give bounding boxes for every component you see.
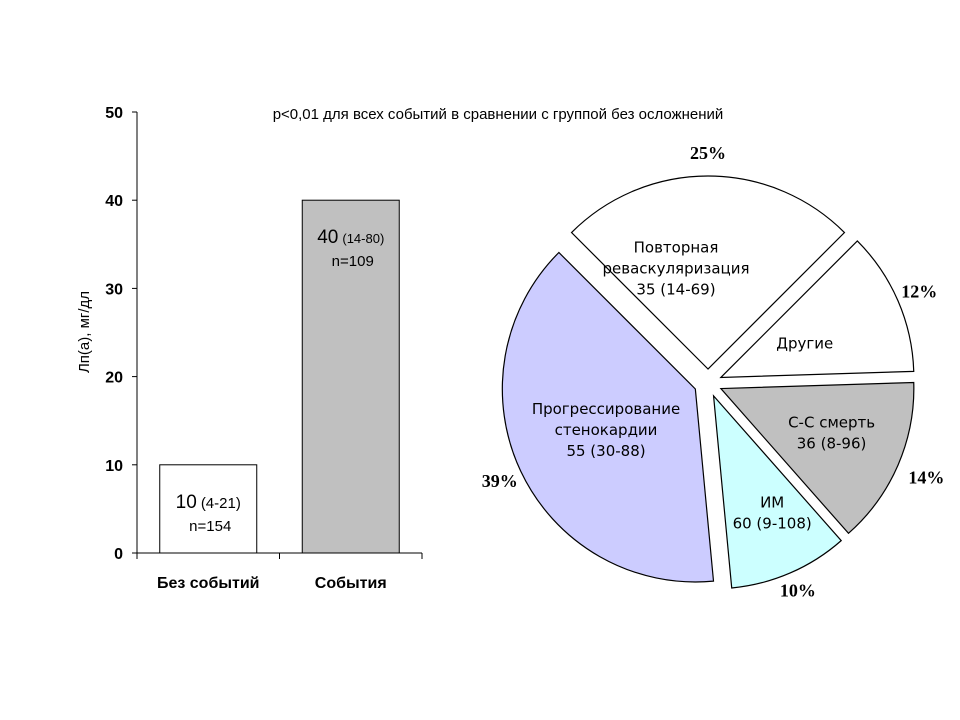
pie-percent-label: 14% bbox=[908, 467, 944, 487]
pie-slice bbox=[501, 251, 715, 583]
pie-slice bbox=[719, 381, 915, 535]
bar-y-tick-label: 40 bbox=[105, 193, 123, 210]
bar-n-label: n=109 bbox=[332, 253, 374, 270]
pie-slice bbox=[719, 240, 915, 379]
pie-percent-label: 39% bbox=[482, 471, 518, 491]
bar bbox=[301, 199, 400, 554]
bar-value-label: 40 (14-80) bbox=[317, 227, 384, 248]
bar-value-label: 10 (4-21) bbox=[176, 492, 241, 513]
bar-value-range: (14-80) bbox=[342, 231, 384, 246]
pie-slice-sublabel: реваскуляризация bbox=[603, 260, 750, 278]
bar-ticks: 0 10 20 30 40 50 bbox=[105, 105, 423, 563]
bar-y-tick-label: 0 bbox=[114, 546, 123, 563]
bar-y-tick-label: 30 bbox=[105, 281, 123, 298]
bar-category-label: Без событий bbox=[157, 575, 260, 592]
bar-n-label: n=154 bbox=[189, 518, 231, 535]
pie-slice-label: Прогрессирование bbox=[532, 400, 680, 418]
bar-category-label: События bbox=[315, 575, 387, 592]
pie-slice-label: ИМ bbox=[760, 493, 784, 511]
pie-slice-sublabel: 60 (9-108) bbox=[733, 514, 812, 532]
pie-chart: Другие 12% С-С смерть 36 (8-96) 14% ИМ 60 (9-1… bbox=[482, 143, 945, 601]
pie-percent-label: 25% bbox=[690, 143, 726, 163]
bar-marks: 10 (4-21) n=154 Без событий 40 (14-80) n=109 Со… bbox=[157, 199, 400, 592]
bar-y-tick-label: 10 bbox=[105, 458, 123, 475]
pie-slice-sublabel: 35 (14-69) bbox=[636, 281, 715, 299]
pie-slice bbox=[712, 394, 843, 589]
pie-percent-label: 12% bbox=[901, 282, 937, 302]
pie-slice-label: Другие bbox=[776, 335, 833, 353]
pie-percent-label: 10% bbox=[780, 581, 816, 601]
significance-note: p<0,01 для всех событий в сравнении с гр… bbox=[273, 106, 724, 123]
pie-slice-sublabel: 36 (8-96) bbox=[797, 435, 867, 453]
pie-slice bbox=[570, 175, 846, 370]
bar-y-axis-label: Лп(а), мг/дл bbox=[76, 291, 93, 373]
bar-value-range: (4-21) bbox=[201, 495, 241, 512]
bar-y-tick-label: 20 bbox=[105, 370, 123, 387]
pie-slice-label: Повторная bbox=[634, 239, 719, 257]
bar-value: 40 bbox=[317, 227, 338, 248]
bar-value: 10 bbox=[176, 492, 197, 513]
pie-slice-sublabel: 55 (30-88) bbox=[566, 442, 645, 460]
pie-slice-label: С-С смерть bbox=[788, 414, 875, 432]
bar bbox=[159, 464, 258, 554]
pie-slice-sublabel: стенокардии bbox=[555, 421, 658, 439]
bar-y-tick-label: 50 bbox=[105, 105, 123, 122]
